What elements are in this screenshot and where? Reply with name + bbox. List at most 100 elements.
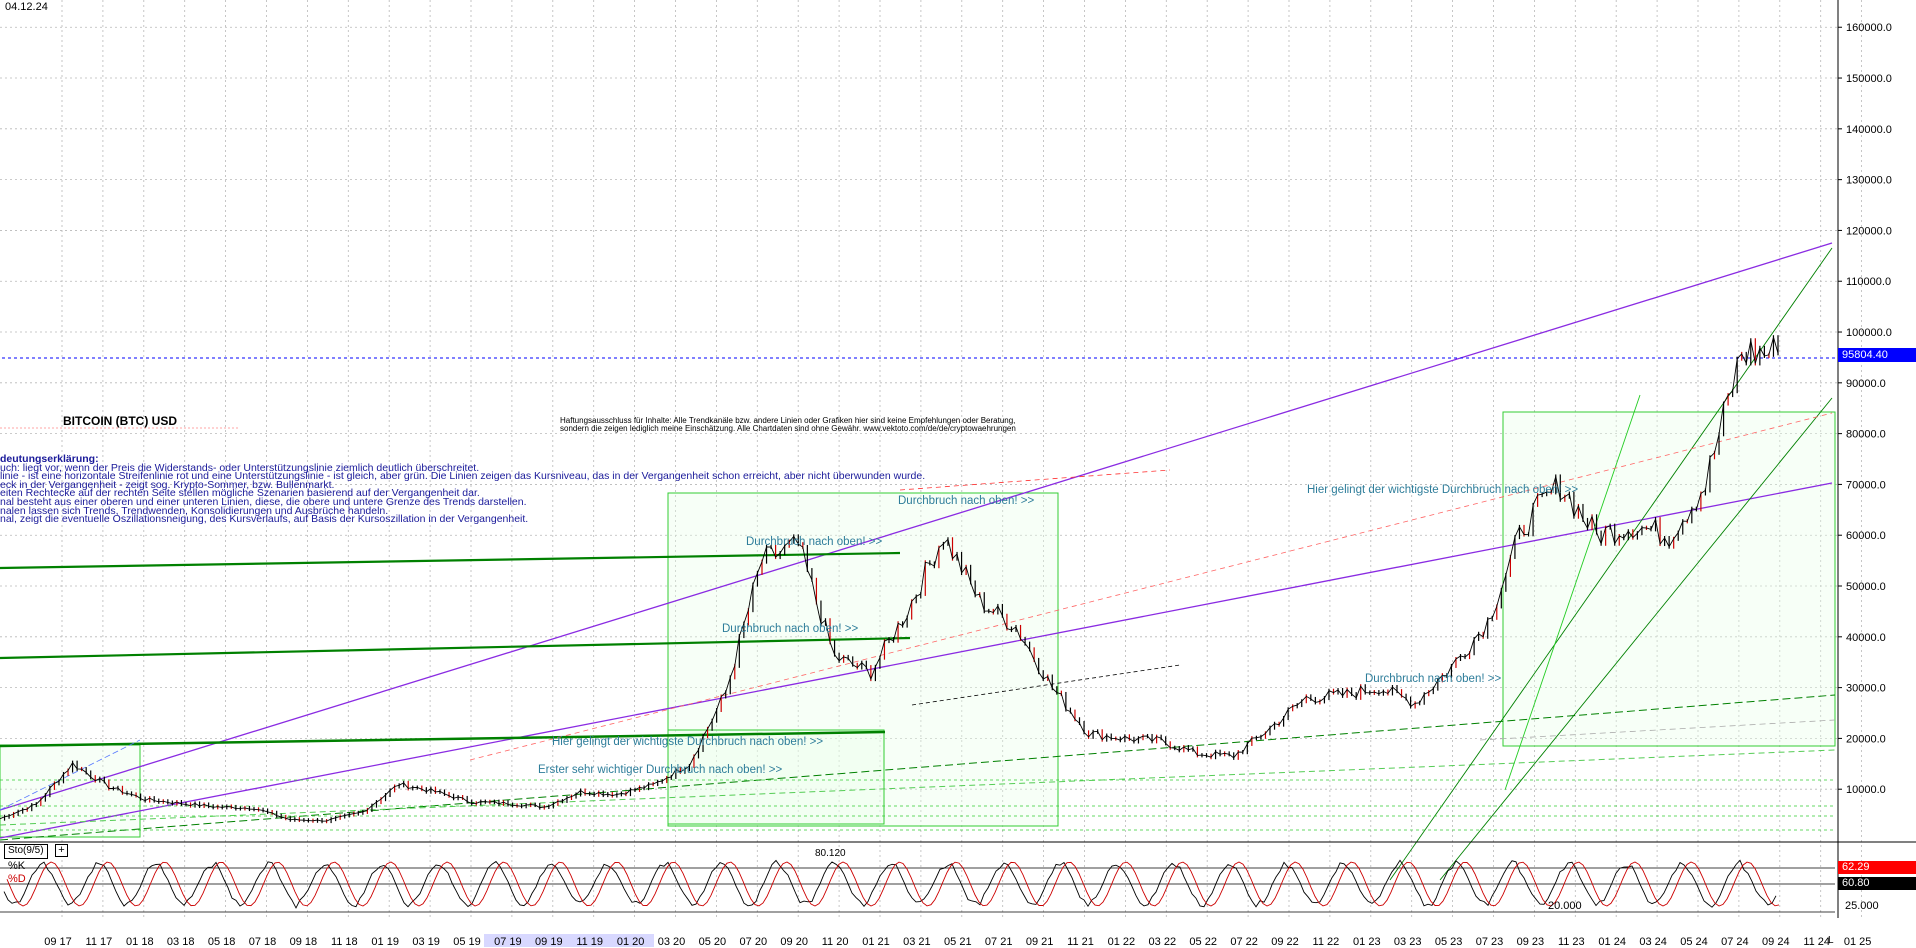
price-tick-label: 60000.0 (1846, 530, 1886, 542)
time-tick-label: 07 20 (740, 936, 768, 948)
time-tick-label: 09 24 (1762, 936, 1790, 948)
d-label: %D (8, 873, 26, 885)
annotation: Hier gelingt der wichtigste Durchbruch n… (552, 736, 824, 748)
time-tick-label: 05 22 (1189, 936, 1217, 948)
legend-line: nalen lassen sich Trends, Trendwenden, K… (0, 504, 389, 517)
resistance-line (0, 730, 886, 748)
time-tick-label: 05 18 (208, 936, 236, 948)
support-line (0, 749, 1836, 826)
price-tick-label: 90000.0 (1846, 378, 1886, 390)
channel-upper-line (0, 242, 1833, 811)
time-tick-label: 11 20 (822, 936, 849, 948)
time-tick-label: 05 19 (453, 936, 481, 948)
d-line (6, 861, 1780, 907)
time-tick-label: 01 25 (1844, 936, 1872, 948)
time-tick-label: 11 24 (1803, 936, 1830, 948)
time-tick-label: 11 21 (1067, 936, 1094, 948)
time-tick-label: 09 22 (1271, 936, 1299, 948)
time-tick-label: 05 21 (944, 936, 972, 948)
time-tick-label: 05 24 (1680, 936, 1708, 948)
time-tick-label: 03 18 (167, 936, 195, 948)
trend-lines (0, 242, 1836, 881)
time-tick-label: 09 20 (780, 936, 808, 948)
time-tick-label: 03 20 (658, 936, 686, 948)
price-tick-label: 30000.0 (1846, 683, 1886, 695)
time-axis: 09 17 11 17 01 18 03 18 05 18 07 18 09 18 11 18… (0, 928, 1916, 948)
disclaimer: Haftungsausschluss für Inhalte: Alle Tre… (560, 417, 1016, 433)
annotation: Erster sehr wichtiger Durchbruch nach ob… (538, 764, 783, 776)
legend-heading: deutungserklärung: (0, 453, 99, 465)
disclaimer-line: sondern die zeigen lediglich meine Einsc… (560, 424, 1016, 433)
time-tick-label: 01 21 (862, 936, 890, 948)
price-tick-label: 130000.0 (1846, 175, 1892, 187)
legend-line: linie - ist eine horizontale Streifenlin… (0, 470, 926, 483)
trend-channel-line (1439, 397, 1833, 881)
legend-line: nal besteht aus einer oberen und einer u… (0, 495, 527, 508)
chart-grid (0, 0, 1862, 918)
annotation: Durchbruch nach oben! >> (1365, 673, 1502, 685)
annotation: Durchbruch nach oben! >> (746, 536, 883, 548)
channel-lower-line (0, 482, 1833, 839)
stochastic-panel (0, 841, 1916, 913)
legend-line: nal, zeigt die eventuelle Oszillationsne… (0, 513, 529, 526)
indicator-expand-button[interactable]: + (55, 844, 68, 857)
time-axis-bg (0, 928, 1916, 948)
time-tick-label: 11 18 (331, 936, 358, 948)
time-tick-label: 11 17 (86, 936, 113, 948)
k-label: %K (8, 860, 26, 872)
time-tick-label: 07 23 (1476, 936, 1504, 948)
time-tick-label: 07 21 (985, 936, 1013, 948)
price-tick-label: 110000.0 (1846, 276, 1891, 288)
time-tick-label: 01 18 (126, 936, 154, 948)
legend-block: deutungserklärung: uch: liegt vor, wenn … (0, 453, 926, 526)
time-tick-label: 07 22 (1230, 936, 1258, 948)
price-tick-label: 120000.0 (1846, 225, 1892, 237)
price-tick-label: 80000.0 (1846, 429, 1886, 441)
level-label-20: 20.000 (1548, 900, 1582, 912)
price-axis: 160000.0 150000.0 140000.0 130000.0 120000.0… (1837, 0, 1892, 918)
legend-line: uch: liegt vor, wenn der Preis die Wider… (0, 461, 480, 474)
price-tick-label: 40000.0 (1846, 632, 1886, 644)
time-tick-label: 01 22 (1108, 936, 1136, 948)
time-tick-label: 11 23 (1558, 936, 1585, 948)
trend-channel-line (1504, 394, 1641, 791)
resistance-line (0, 551, 901, 570)
stochastic-label: Sto(9/5) (8, 845, 44, 856)
support-line (911, 664, 1181, 706)
time-tick-label: 11 19 (576, 936, 603, 948)
time-axis-highlight (484, 934, 654, 947)
legend-line: eck in der Vergangenheit - zeigt sog. Kr… (0, 478, 335, 491)
scenario-rect (1502, 411, 1836, 747)
annotation: Hier gelingt der wichtigste Durchbruch n… (1307, 484, 1579, 496)
price-tick-label: 100000.0 (1846, 327, 1892, 339)
time-tick-label: 07 24 (1721, 936, 1749, 948)
price-line (0, 335, 1779, 822)
period-label: L (1828, 935, 1834, 946)
stochastic-name: Sto(9/5) (4, 844, 48, 859)
scenario-rectangles (0, 411, 1836, 838)
resistance-line (0, 636, 911, 660)
time-tick-label: 01 24 (1598, 936, 1626, 948)
annotation: Durchbruch nach oben! >> (722, 623, 859, 635)
annotation: Durchbruch nach oben! >> (898, 495, 1035, 507)
disclaimer-line: Haftungsausschluss für Inhalte: Alle Tre… (560, 416, 1016, 425)
price-tick-label: 160000.0 (1846, 22, 1892, 34)
price-tick-label: 10000.0 (1846, 784, 1886, 796)
time-tick-label: 05 23 (1435, 936, 1463, 948)
time-tick-label: 01 19 (371, 936, 399, 948)
time-tick-label: 09 18 (290, 936, 318, 948)
price-tick-label: 150000.0 (1846, 73, 1892, 85)
level-label-top: 80.120 (815, 848, 846, 859)
time-tick-label: 09 21 (1026, 936, 1054, 948)
support-line (0, 694, 1836, 841)
time-tick-label: 03 19 (412, 936, 440, 948)
scenario-rect (0, 744, 141, 838)
legend-line: eiten Rechtecke auf der rechten Seite st… (0, 487, 480, 500)
time-tick-label: 05 20 (699, 936, 727, 948)
k-value-badge: 62.29 (1838, 861, 1916, 874)
time-tick-label: 01 20 (617, 936, 645, 948)
date-label: 04.12.24 (5, 1, 48, 13)
time-tick-label: 09 19 (535, 936, 563, 948)
dashed-trend (0, 739, 141, 811)
